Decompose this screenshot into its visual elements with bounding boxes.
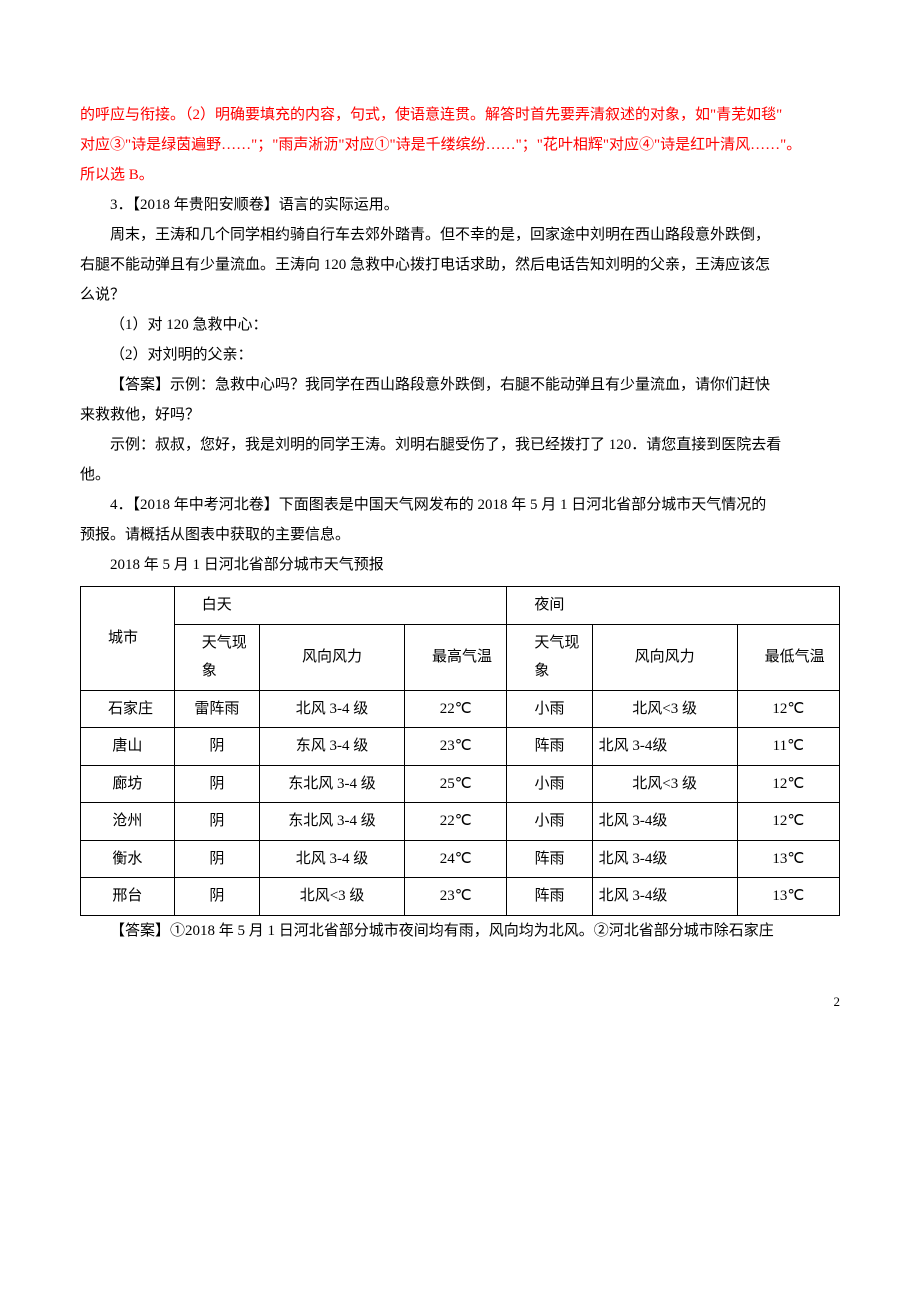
table-row: 沧州 阴 东北风 3-4 级 22℃ 小雨 北风 3-4级 12℃: [81, 803, 840, 841]
cell-day-wind: 北风<3 级: [260, 878, 405, 916]
cell-night-temp: 13℃: [737, 878, 839, 916]
col-day-wind: 风向风力: [260, 624, 405, 690]
cell-day-temp: 22℃: [405, 690, 507, 728]
red-explanation-line3: 所以选 B。: [80, 160, 840, 190]
cell-day-temp: 23℃: [405, 728, 507, 766]
q4-answer: 【答案】①2018 年 5 月 1 日河北省部分城市夜间均有雨，风向均为北风。②…: [80, 916, 840, 946]
cell-night-temp: 13℃: [737, 840, 839, 878]
cell-night-temp: 12℃: [737, 690, 839, 728]
cell-night-wind: 北风 3-4级: [592, 878, 737, 916]
cell-day-temp: 24℃: [405, 840, 507, 878]
cell-night-wind: 北风 3-4级: [592, 728, 737, 766]
cell-day-wind: 东北风 3-4 级: [260, 765, 405, 803]
cell-night-ph: 阵雨: [507, 728, 592, 766]
cell-city: 沧州: [81, 803, 175, 841]
q3-answer1-line2: 来救救他，好吗？: [80, 400, 840, 430]
cell-day-wind: 北风 3-4 级: [260, 840, 405, 878]
q3-answer1-line1: 【答案】示例：急救中心吗？我同学在西山路段意外跌倒，右腿不能动弹且有少量流血，请…: [80, 370, 840, 400]
weather-table: 城市 白天 夜间 天气现象 风向风力 最高气温 天气现象 风向风力 最低气温 石…: [80, 586, 840, 916]
cell-city: 衡水: [81, 840, 175, 878]
cell-city: 邢台: [81, 878, 175, 916]
cell-night-wind: 北风 3-4级: [592, 803, 737, 841]
q3-heading: 3．【2018 年贵阳安顺卷】语言的实际运用。: [80, 190, 840, 220]
col-night-mintemp: 最低气温: [737, 624, 839, 690]
col-night-phenomenon: 天气现象: [507, 624, 592, 690]
cell-day-wind: 东风 3-4 级: [260, 728, 405, 766]
red-explanation-line2: 对应③"诗是绿茵遍野……"；"雨声淅沥"对应①"诗是千缕缤纷……"；"花叶相辉"…: [80, 130, 840, 160]
col-day-maxtemp: 最高气温: [405, 624, 507, 690]
cell-city: 廊坊: [81, 765, 175, 803]
cell-night-ph: 阵雨: [507, 878, 592, 916]
q3-body-line3: 么说？: [80, 280, 840, 310]
cell-day-ph: 阴: [174, 728, 259, 766]
cell-day-temp: 25℃: [405, 765, 507, 803]
table-row: 廊坊 阴 东北风 3-4 级 25℃ 小雨 北风<3 级 12℃: [81, 765, 840, 803]
q3-item2: （2）对刘明的父亲：: [80, 340, 840, 370]
red-explanation-line1: 的呼应与衔接。（2）明确要填充的内容，句式，使语意连贯。解答时首先要弄清叙述的对…: [80, 100, 840, 130]
page-content: 的呼应与衔接。（2）明确要填充的内容，句式，使语意连贯。解答时首先要弄清叙述的对…: [0, 0, 920, 986]
cell-night-temp: 11℃: [737, 728, 839, 766]
cell-day-ph: 阴: [174, 765, 259, 803]
table-header-row-2: 天气现象 风向风力 最高气温 天气现象 风向风力 最低气温: [81, 624, 840, 690]
table-row: 石家庄 雷阵雨 北风 3-4 级 22℃ 小雨 北风<3 级 12℃: [81, 690, 840, 728]
cell-night-wind: 北风<3 级: [592, 765, 737, 803]
col-day-phenomenon: 天气现象: [174, 624, 259, 690]
page-number: 2: [0, 986, 920, 1030]
cell-night-ph: 小雨: [507, 803, 592, 841]
cell-day-ph: 阴: [174, 803, 259, 841]
col-night-wind: 风向风力: [592, 624, 737, 690]
cell-day-temp: 23℃: [405, 878, 507, 916]
q4-heading-line2: 预报。请概括从图表中获取的主要信息。: [80, 520, 840, 550]
cell-day-ph: 阴: [174, 878, 259, 916]
q4-heading-line1: 4．【2018 年中考河北卷】下面图表是中国天气网发布的 2018 年 5 月 …: [80, 490, 840, 520]
cell-day-ph: 阴: [174, 840, 259, 878]
cell-night-ph: 小雨: [507, 690, 592, 728]
cell-day-wind: 东北风 3-4 级: [260, 803, 405, 841]
cell-night-wind: 北风<3 级: [592, 690, 737, 728]
weather-table-title: 2018 年 5 月 1 日河北省部分城市天气预报: [80, 550, 840, 580]
q3-body-line1: 周末，王涛和几个同学相约骑自行车去郊外踏青。但不幸的是，回家途中刘明在西山路段意…: [80, 220, 840, 250]
cell-day-temp: 22℃: [405, 803, 507, 841]
cell-night-ph: 阵雨: [507, 840, 592, 878]
col-day-group: 白天: [174, 587, 507, 625]
cell-night-temp: 12℃: [737, 803, 839, 841]
q3-body-line2: 右腿不能动弹且有少量流血。王涛向 120 急救中心拨打电话求助，然后电话告知刘明…: [80, 250, 840, 280]
col-city: 城市: [81, 587, 175, 691]
q3-answer2-line2: 他。: [80, 460, 840, 490]
cell-city: 唐山: [81, 728, 175, 766]
cell-city: 石家庄: [81, 690, 175, 728]
q3-item1: （1）对 120 急救中心：: [80, 310, 840, 340]
table-row: 邢台 阴 北风<3 级 23℃ 阵雨 北风 3-4级 13℃: [81, 878, 840, 916]
table-row: 衡水 阴 北风 3-4 级 24℃ 阵雨 北风 3-4级 13℃: [81, 840, 840, 878]
table-header-row-1: 城市 白天 夜间: [81, 587, 840, 625]
q3-answer2-line1: 示例：叔叔，您好，我是刘明的同学王涛。刘明右腿受伤了，我已经拨打了 120．请您…: [80, 430, 840, 460]
cell-day-ph: 雷阵雨: [174, 690, 259, 728]
table-row: 唐山 阴 东风 3-4 级 23℃ 阵雨 北风 3-4级 11℃: [81, 728, 840, 766]
cell-night-temp: 12℃: [737, 765, 839, 803]
cell-night-wind: 北风 3-4级: [592, 840, 737, 878]
cell-day-wind: 北风 3-4 级: [260, 690, 405, 728]
cell-night-ph: 小雨: [507, 765, 592, 803]
col-night-group: 夜间: [507, 587, 840, 625]
